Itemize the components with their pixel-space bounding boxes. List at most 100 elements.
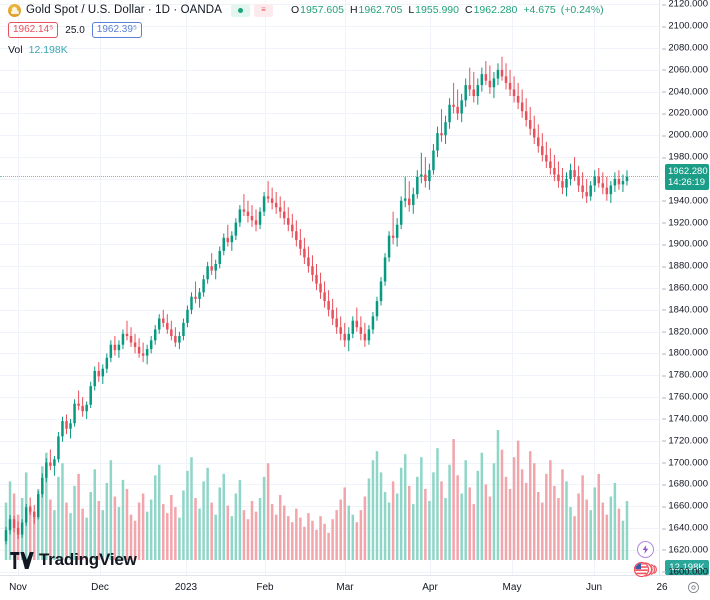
candle-body bbox=[416, 176, 419, 195]
volume-bar bbox=[101, 510, 105, 560]
candle-body bbox=[299, 240, 302, 249]
lightning-bolt-icon[interactable] bbox=[637, 541, 654, 558]
gridline bbox=[0, 331, 660, 333]
price-tick-label: 1720.000 bbox=[662, 435, 708, 446]
volume-bar bbox=[291, 522, 294, 560]
candle-body bbox=[452, 104, 455, 107]
candle-body bbox=[307, 257, 310, 267]
volume-bar bbox=[149, 499, 153, 560]
candle-body bbox=[391, 235, 395, 238]
candle-body bbox=[230, 235, 234, 243]
candle-body bbox=[210, 266, 213, 271]
time-tick-label: Jun bbox=[585, 582, 603, 593]
volume-bar bbox=[137, 502, 141, 560]
gear-icon[interactable] bbox=[687, 581, 700, 594]
vertical-gridline bbox=[430, 0, 431, 576]
candle-body bbox=[323, 292, 326, 302]
gridline bbox=[0, 266, 660, 268]
candle-body bbox=[597, 176, 601, 184]
candle-body bbox=[105, 357, 109, 369]
us-market-flag-icon[interactable] bbox=[632, 561, 660, 578]
candle-body bbox=[613, 178, 617, 186]
candle-body bbox=[327, 301, 330, 310]
volume-bar bbox=[174, 507, 177, 560]
price-tick-label: 1680.000 bbox=[662, 479, 708, 490]
candle-body bbox=[407, 198, 411, 206]
candle-body bbox=[617, 178, 621, 185]
volume-bar bbox=[557, 498, 560, 560]
current-time-text: 14:26:19 bbox=[668, 177, 705, 189]
volume-bar bbox=[242, 510, 246, 560]
price-tick-label: 1660.000 bbox=[662, 501, 708, 512]
tradingview-logo-text: TradingView bbox=[39, 550, 137, 569]
volume-bar bbox=[343, 487, 346, 560]
candle-body bbox=[250, 216, 254, 221]
volume-bar bbox=[222, 473, 226, 560]
volume-bar bbox=[190, 457, 193, 560]
candle-body bbox=[585, 192, 588, 197]
candle-body bbox=[496, 69, 500, 79]
volume-bar bbox=[520, 469, 524, 560]
candle-body bbox=[262, 196, 266, 212]
candle-body bbox=[379, 281, 383, 302]
volume-bar bbox=[412, 504, 415, 560]
price-axis[interactable]: 1962.280 14:26:19 12.198K 2120.000 2100.0… bbox=[659, 0, 710, 577]
volume-bar bbox=[444, 498, 447, 560]
tradingview-logo: TradingView bbox=[10, 550, 137, 570]
candle-body bbox=[149, 340, 153, 350]
candle-body bbox=[89, 386, 92, 405]
candle-body bbox=[399, 200, 403, 225]
candle-body bbox=[420, 174, 423, 177]
volume-bar bbox=[432, 472, 435, 560]
current-price-badge[interactable]: 1962.280 14:26:19 bbox=[665, 164, 709, 191]
vertical-gridline bbox=[512, 0, 513, 576]
candle-body bbox=[347, 333, 351, 341]
candle-body bbox=[20, 522, 24, 535]
volume-bar bbox=[476, 470, 480, 560]
price-tick-label: 2080.000 bbox=[662, 43, 708, 54]
volume-bar bbox=[484, 484, 488, 560]
volume-bar bbox=[28, 505, 32, 560]
volume-bar bbox=[541, 502, 544, 560]
volume-bar bbox=[262, 476, 266, 560]
volume-bar bbox=[420, 457, 423, 560]
volume-bar bbox=[246, 519, 250, 560]
chart-plot-area[interactable] bbox=[0, 0, 660, 576]
candle-body bbox=[32, 511, 36, 518]
volume-bar bbox=[589, 510, 592, 560]
volume-bar bbox=[65, 502, 68, 560]
volume-badge[interactable]: 12.198K bbox=[665, 560, 709, 575]
lightning-glyph bbox=[642, 545, 649, 554]
candle-body bbox=[287, 218, 290, 225]
candle-body bbox=[45, 462, 48, 478]
candle-body bbox=[605, 187, 609, 195]
price-tick-label: 1860.000 bbox=[662, 283, 708, 294]
time-axis[interactable]: Nov Dec 2023 Feb Mar Apr May Jun 26 bbox=[0, 575, 710, 600]
candle-body bbox=[303, 248, 306, 258]
price-tick-label: 1900.000 bbox=[662, 239, 708, 250]
gridline bbox=[0, 397, 660, 399]
volume-bar bbox=[315, 529, 318, 560]
volume-bar bbox=[553, 485, 556, 560]
candle-body bbox=[77, 403, 80, 406]
candle-body bbox=[343, 333, 346, 341]
gridline bbox=[0, 244, 660, 246]
gridline bbox=[0, 48, 660, 49]
market-status-glyph bbox=[633, 561, 657, 578]
candle-body bbox=[589, 185, 592, 197]
candle-body bbox=[226, 237, 230, 243]
volume-bar bbox=[617, 508, 621, 560]
candle-body bbox=[218, 250, 221, 264]
gridline bbox=[0, 113, 660, 115]
candle-body bbox=[61, 421, 64, 437]
gridline bbox=[0, 484, 660, 486]
candle-body bbox=[468, 85, 471, 90]
tradingview-mark-icon bbox=[10, 551, 34, 569]
volume-bar bbox=[77, 473, 80, 560]
volume-bar bbox=[162, 504, 165, 560]
volume-bar bbox=[153, 475, 157, 560]
price-tick-label: 1640.000 bbox=[662, 523, 708, 534]
volume-bar bbox=[274, 514, 278, 560]
volume-bar bbox=[504, 476, 508, 560]
candle-body bbox=[561, 181, 564, 188]
